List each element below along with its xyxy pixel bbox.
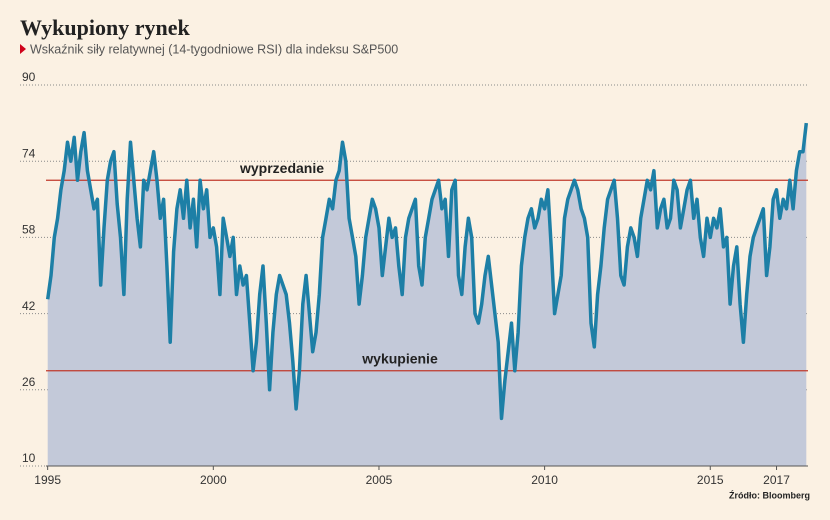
chart-title: Wykupiony rynek <box>20 15 191 40</box>
subtitle-marker <box>20 44 26 54</box>
reference-label: wyprzedanie <box>239 160 324 176</box>
y-tick-label: 42 <box>22 299 36 313</box>
y-tick-label: 58 <box>22 223 36 237</box>
x-tick-label: 2010 <box>531 473 558 487</box>
x-tick-label: 2005 <box>366 473 393 487</box>
line <box>45 122 809 421</box>
y-tick-label: 26 <box>22 375 36 389</box>
chart-subtitle: Wskaźnik siły relatywnej (14-tygodniowe … <box>30 42 398 56</box>
area <box>47 123 807 466</box>
y-tick-label: 74 <box>22 146 36 160</box>
y-tick-label: 10 <box>22 451 36 465</box>
source: Źródło: Bloomberg <box>729 490 810 500</box>
x-tick-label: 1995 <box>34 473 61 487</box>
y-tick-label: 90 <box>22 70 36 84</box>
reference-label: wykupienie <box>361 350 438 366</box>
x-tick-label: 2015 <box>697 473 724 487</box>
x-tick-label: 2017 <box>763 473 790 487</box>
x-tick-label: 2000 <box>200 473 227 487</box>
